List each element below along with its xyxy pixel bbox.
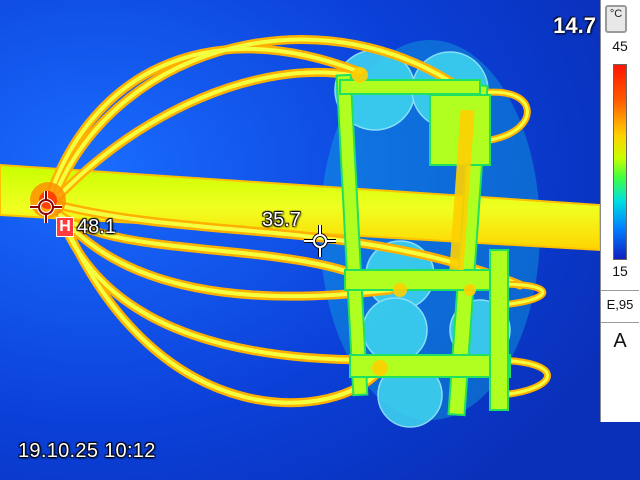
divider: [601, 290, 639, 291]
thermometer-icon: °C: [605, 5, 627, 33]
unit-label: °C: [609, 8, 623, 20]
max-temperature: 14.7: [553, 13, 596, 38]
spot-temperature: 35.7: [262, 209, 301, 231]
scale-min-label: 15: [612, 263, 628, 279]
crosshair-icon: [304, 225, 336, 257]
hotspot-badge: H: [56, 217, 74, 237]
timestamp: 19.10.25 10:12: [18, 440, 156, 462]
mode-label: A: [613, 330, 627, 352]
hotspot-temperature: 48.1: [77, 215, 116, 238]
divider: [601, 322, 639, 323]
hotspot-crosshair-icon: [30, 191, 62, 223]
hotspot-readout: H 48.1: [56, 216, 116, 238]
color-scale-bar: [613, 64, 627, 260]
emissivity-label: E,95: [606, 297, 634, 312]
scale-max-label: 45: [612, 38, 628, 54]
